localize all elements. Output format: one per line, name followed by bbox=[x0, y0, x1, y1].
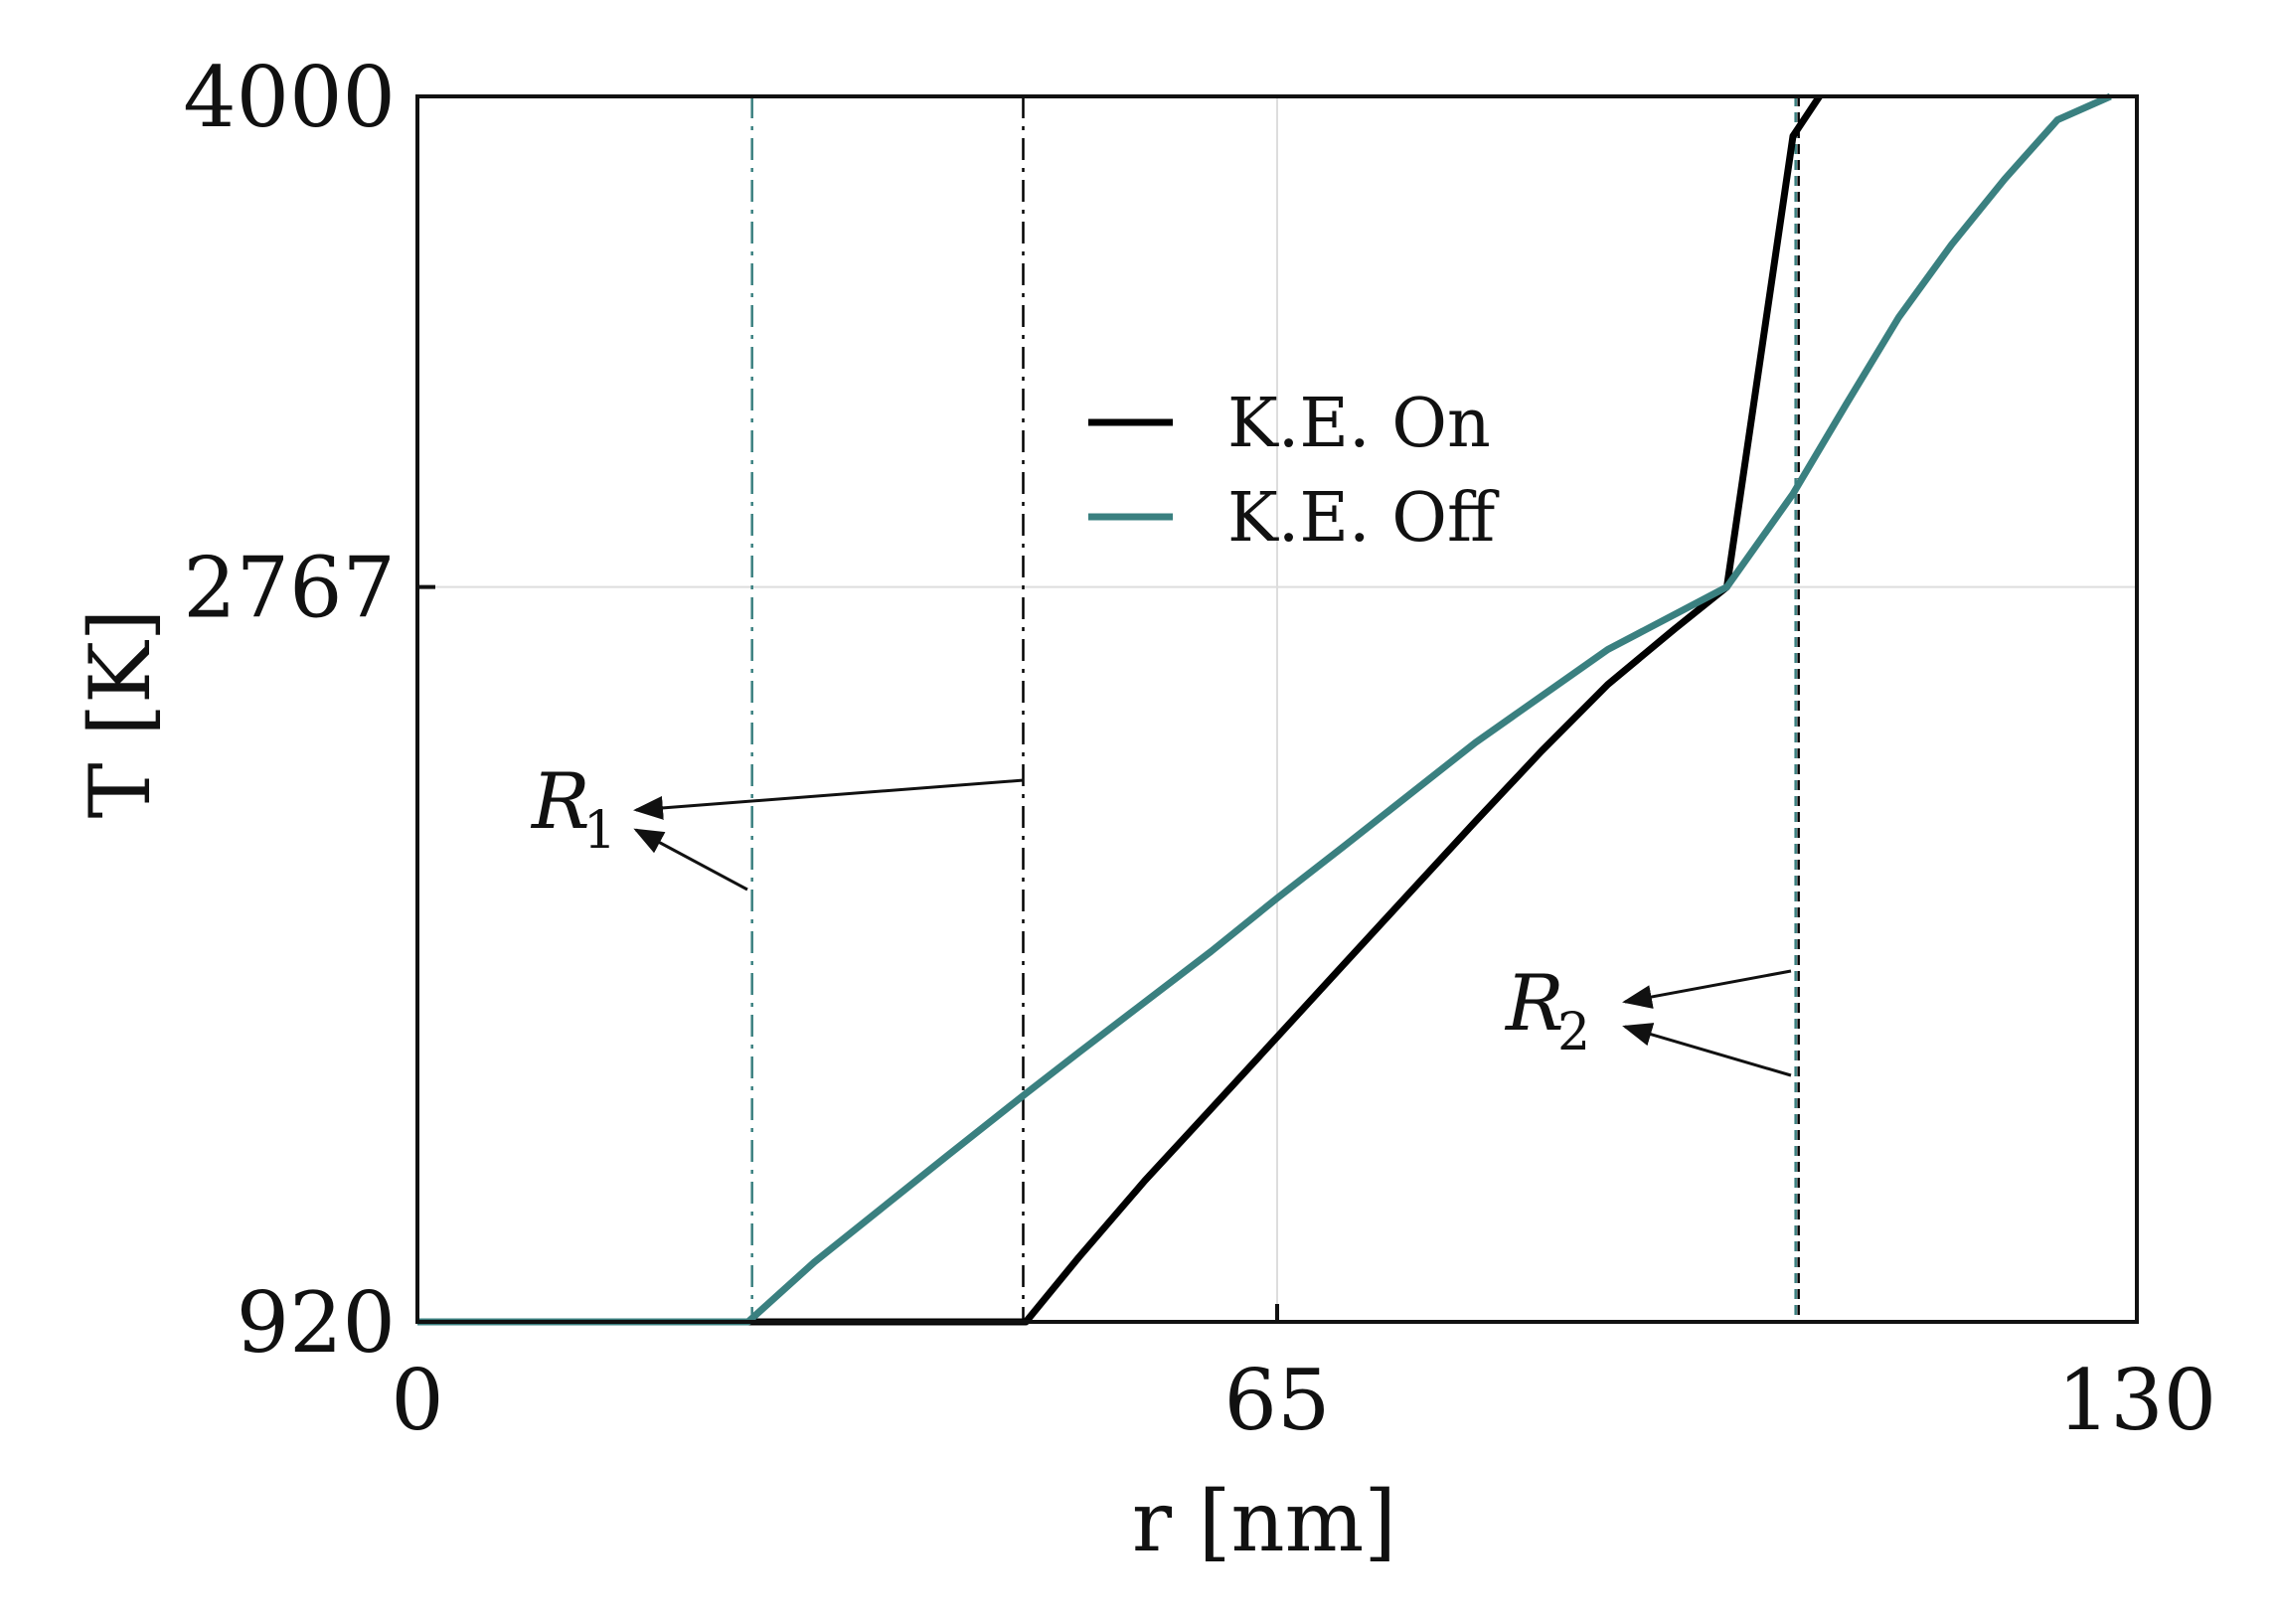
axis-ticks: 0 65 130 920 2767 4000 bbox=[183, 49, 2216, 1449]
legend-label: K.E. On bbox=[1227, 385, 1491, 463]
x-axis-label: r [nm] bbox=[1132, 1473, 1396, 1570]
grid-lines bbox=[416, 95, 2138, 1323]
reference-lines bbox=[750, 96, 1800, 1322]
annotation-arrow bbox=[1622, 1023, 1792, 1077]
legend-label: K.E. Off bbox=[1227, 479, 1500, 558]
series-line bbox=[417, 92, 2112, 1326]
annotation-label: R bbox=[530, 757, 590, 847]
y-tick-label: 4000 bbox=[183, 49, 396, 146]
annotation-arrow bbox=[633, 778, 1025, 820]
x-tick-label: 130 bbox=[2057, 1352, 2216, 1449]
y-axis-label: T [K] bbox=[72, 608, 169, 818]
legend: K.E. On K.E. Off bbox=[1088, 385, 1500, 558]
x-tick-label: 65 bbox=[1224, 1352, 1331, 1449]
y-tick-label: 920 bbox=[237, 1274, 396, 1372]
series-line bbox=[417, 94, 1823, 1326]
annotation-arrow bbox=[633, 828, 748, 892]
y-tick-label: 2767 bbox=[183, 540, 396, 637]
annotation-subscript: 2 bbox=[1557, 1003, 1590, 1062]
annotation-arrow bbox=[1622, 969, 1792, 1009]
data-series bbox=[417, 92, 2112, 1326]
x-tick-label: 0 bbox=[391, 1352, 443, 1449]
annotation-subscript: 1 bbox=[583, 801, 616, 861]
annotation-label: R bbox=[1504, 959, 1564, 1049]
